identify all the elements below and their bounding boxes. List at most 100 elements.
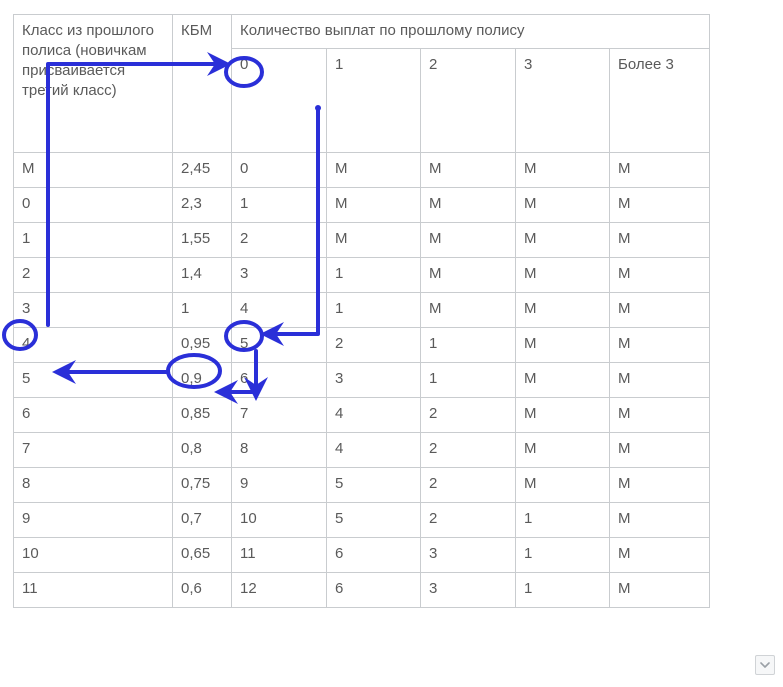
cell-p2: М xyxy=(421,153,516,188)
table-row: 4 0,95 5 2 1 М М xyxy=(14,328,710,363)
cell-p4: М xyxy=(610,538,710,573)
page-root: { "table": { "header": { "class_col": "К… xyxy=(0,0,783,687)
cell-p2: М xyxy=(421,293,516,328)
cell-p4: М xyxy=(610,398,710,433)
table-row: 1 1,55 2 М М М М xyxy=(14,223,710,258)
cell-p3: 1 xyxy=(516,503,610,538)
cell-kbm: 0,75 xyxy=(173,468,232,503)
cell-p1: 2 xyxy=(327,328,421,363)
table-row: 3 1 4 1 М М М xyxy=(14,293,710,328)
cell-kbm: 0,8 xyxy=(173,433,232,468)
cell-p2: 3 xyxy=(421,573,516,608)
cell-p4: М xyxy=(610,328,710,363)
table-row: 10 0,65 11 6 3 1 М xyxy=(14,538,710,573)
cell-kbm: 1,55 xyxy=(173,223,232,258)
cell-class: 0 xyxy=(14,188,173,223)
cell-p3: М xyxy=(516,328,610,363)
cell-p0: 6 xyxy=(232,363,327,398)
cell-p4: М xyxy=(610,573,710,608)
cell-p3: М xyxy=(516,188,610,223)
col-header-payouts-span: Количество выплат по прошлому полису xyxy=(232,15,710,49)
cell-p0: 10 xyxy=(232,503,327,538)
cell-p3: М xyxy=(516,363,610,398)
cell-p0: 8 xyxy=(232,433,327,468)
cell-p0: 9 xyxy=(232,468,327,503)
table-row: 5 0,9 6 3 1 М М xyxy=(14,363,710,398)
table-row: 6 0,85 7 4 2 М М xyxy=(14,398,710,433)
cell-p0: 4 xyxy=(232,293,327,328)
cell-p2: 3 xyxy=(421,538,516,573)
col-header-payouts-1: 1 xyxy=(327,49,421,153)
cell-p1: 5 xyxy=(327,468,421,503)
cell-p0: 7 xyxy=(232,398,327,433)
cell-p1: 3 xyxy=(327,363,421,398)
cell-p3: М xyxy=(516,153,610,188)
cell-p4: М xyxy=(610,153,710,188)
cell-p4: М xyxy=(610,258,710,293)
cell-p4: М xyxy=(610,468,710,503)
cell-class: 2 xyxy=(14,258,173,293)
cell-kbm: 1 xyxy=(173,293,232,328)
cell-p4: М xyxy=(610,503,710,538)
table-row: 8 0,75 9 5 2 М М xyxy=(14,468,710,503)
cell-p4: М xyxy=(610,293,710,328)
scroll-down-hint[interactable] xyxy=(755,655,775,675)
col-header-class: Класс из прошлого полиса (новичкам присв… xyxy=(14,15,173,153)
cell-class: 9 xyxy=(14,503,173,538)
cell-class: 8 xyxy=(14,468,173,503)
kbm-tbody: М 2,45 0 М М М М 0 2,3 1 М М М М 1 1,55 … xyxy=(14,153,710,608)
cell-p1: 6 xyxy=(327,538,421,573)
cell-p2: 1 xyxy=(421,363,516,398)
cell-p2: М xyxy=(421,223,516,258)
col-header-payouts-3: 3 xyxy=(516,49,610,153)
table-row: 7 0,8 8 4 2 М М xyxy=(14,433,710,468)
cell-p1: 6 xyxy=(327,573,421,608)
cell-kbm: 0,7 xyxy=(173,503,232,538)
cell-p4: М xyxy=(610,223,710,258)
cell-p1: 1 xyxy=(327,293,421,328)
cell-class: 4 xyxy=(14,328,173,363)
cell-p2: 2 xyxy=(421,468,516,503)
cell-kbm: 0,9 xyxy=(173,363,232,398)
cell-class: 1 xyxy=(14,223,173,258)
cell-p1: М xyxy=(327,223,421,258)
col-header-payouts-0: 0 xyxy=(232,49,327,153)
col-header-payouts-2: 2 xyxy=(421,49,516,153)
cell-p2: 2 xyxy=(421,433,516,468)
cell-p3: 1 xyxy=(516,573,610,608)
table-row: М 2,45 0 М М М М xyxy=(14,153,710,188)
cell-class: М xyxy=(14,153,173,188)
cell-class: 6 xyxy=(14,398,173,433)
col-header-kbm: КБМ xyxy=(173,15,232,153)
cell-p1: М xyxy=(327,188,421,223)
cell-class: 5 xyxy=(14,363,173,398)
cell-p0: 12 xyxy=(232,573,327,608)
chevron-down-icon xyxy=(760,660,770,670)
cell-p3: 1 xyxy=(516,538,610,573)
cell-p3: М xyxy=(516,398,610,433)
cell-kbm: 1,4 xyxy=(173,258,232,293)
cell-kbm: 0,95 xyxy=(173,328,232,363)
cell-p2: 2 xyxy=(421,398,516,433)
cell-p3: М xyxy=(516,223,610,258)
table-row: 0 2,3 1 М М М М xyxy=(14,188,710,223)
cell-class: 7 xyxy=(14,433,173,468)
cell-p2: 2 xyxy=(421,503,516,538)
cell-p0: 1 xyxy=(232,188,327,223)
cell-p3: М xyxy=(516,258,610,293)
cell-p1: М xyxy=(327,153,421,188)
cell-p3: М xyxy=(516,293,610,328)
table-row: 11 0,6 12 6 3 1 М xyxy=(14,573,710,608)
kbm-table: Класс из прошлого полиса (новичкам присв… xyxy=(13,14,710,608)
cell-p0: 5 xyxy=(232,328,327,363)
cell-p1: 4 xyxy=(327,398,421,433)
cell-p4: М xyxy=(610,433,710,468)
cell-p0: 11 xyxy=(232,538,327,573)
cell-class: 10 xyxy=(14,538,173,573)
cell-p3: М xyxy=(516,468,610,503)
col-header-payouts-4: Более 3 xyxy=(610,49,710,153)
cell-p3: М xyxy=(516,433,610,468)
cell-kbm: 0,85 xyxy=(173,398,232,433)
cell-p0: 0 xyxy=(232,153,327,188)
cell-class: 3 xyxy=(14,293,173,328)
